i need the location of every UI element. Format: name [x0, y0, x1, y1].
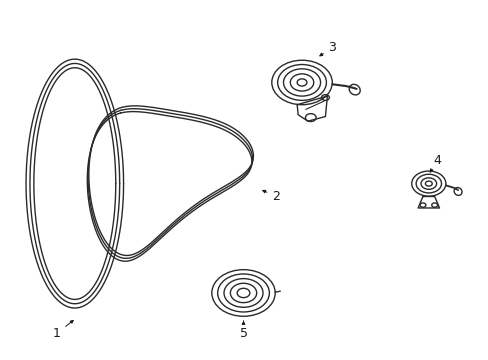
Text: 5: 5 — [239, 321, 247, 340]
Text: 2: 2 — [262, 190, 280, 203]
Text: 4: 4 — [429, 154, 440, 172]
Text: 3: 3 — [319, 41, 336, 56]
Text: 1: 1 — [53, 320, 73, 340]
